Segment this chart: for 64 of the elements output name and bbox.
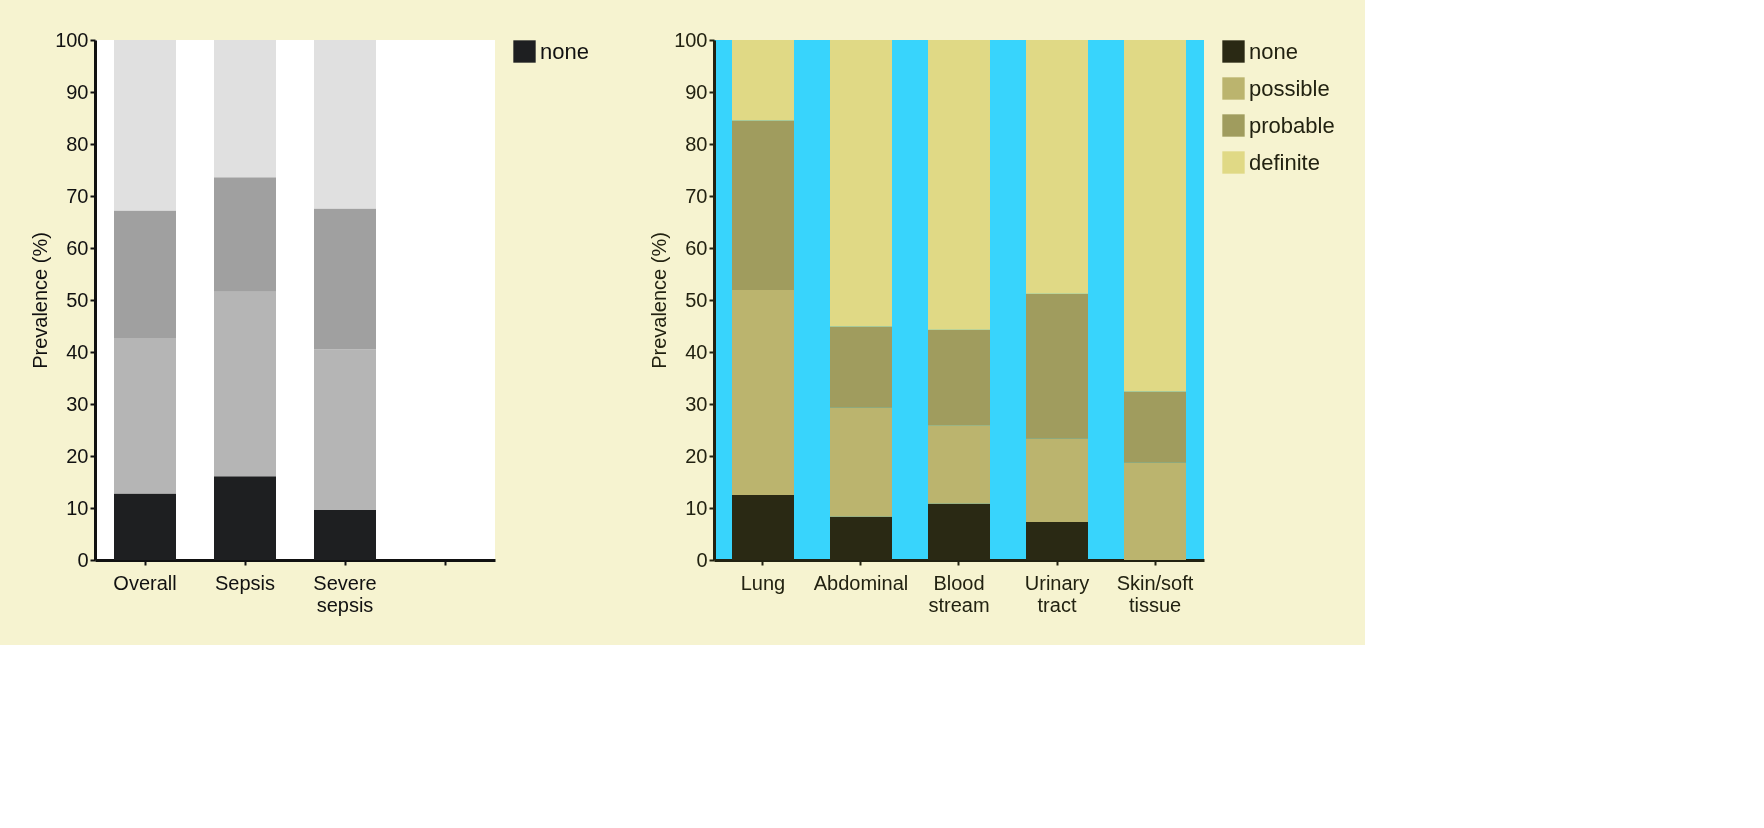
y-tick-label: 50 [685, 288, 708, 311]
bar [314, 510, 376, 560]
legend-label: possible [1249, 75, 1330, 101]
bar [1124, 391, 1186, 463]
y-tick-label: 100 [674, 28, 708, 51]
y-tick-label: 70 [66, 184, 89, 207]
y-tick-label: 50 [66, 288, 89, 311]
y-tick-label: 20 [66, 444, 89, 467]
bar [114, 493, 176, 560]
y-tick-label: 80 [66, 132, 89, 155]
y-tick-label: 30 [66, 392, 89, 415]
x-tick-label: Blood stream [928, 571, 990, 616]
y-axis-title: Prevalence (%) [648, 232, 671, 369]
bar [928, 425, 990, 504]
bar [214, 476, 276, 560]
y-tick-label: 60 [66, 236, 89, 259]
y-tick-label: 30 [685, 392, 708, 415]
bar [732, 290, 794, 495]
bar [314, 208, 376, 350]
y-tick-label: 40 [685, 340, 708, 363]
y-tick-label: 40 [66, 340, 89, 363]
y-tick-label: 0 [77, 548, 89, 571]
y-tick-label: 90 [66, 80, 89, 103]
bar [1124, 462, 1186, 560]
x-tick-label: Skin/soft tissue [1116, 571, 1194, 616]
bar [214, 40, 276, 178]
legend-label: probable [1249, 112, 1335, 138]
legend-label: none [1249, 38, 1298, 64]
y-tick-label: 60 [685, 236, 708, 259]
bar [830, 40, 892, 327]
bar [1026, 293, 1088, 439]
y-tick-label: 100 [55, 28, 89, 51]
y-tick-label: 0 [696, 548, 708, 571]
bar [1026, 438, 1088, 523]
x-tick-label: Overall [113, 571, 177, 594]
bar [314, 40, 376, 209]
x-tick-label: Sepsis [214, 571, 276, 594]
legend-label: definite [1249, 149, 1320, 175]
x-tick-label: Urinary tract [1024, 571, 1090, 616]
bar [928, 329, 990, 426]
bar [732, 40, 794, 121]
bar [830, 326, 892, 408]
bar [732, 120, 794, 291]
bar [214, 177, 276, 292]
bar [114, 40, 176, 211]
y-tick-label: 10 [685, 496, 708, 519]
bar [1124, 40, 1186, 392]
y-tick-label: 20 [685, 444, 708, 467]
y-tick-label: 90 [685, 80, 708, 103]
y-tick-label: 10 [66, 496, 89, 519]
y-tick-label: 80 [685, 132, 708, 155]
x-tick-label: Lung [740, 571, 786, 594]
bar [314, 349, 376, 511]
x-tick-label: Abdominal [813, 571, 909, 594]
y-axis-title: Prevalence (%) [29, 232, 52, 369]
y-tick-label: 70 [685, 184, 708, 207]
bar [830, 407, 892, 517]
bar [114, 337, 176, 494]
bar [114, 210, 176, 338]
bar [214, 291, 276, 477]
legend-label: none [540, 38, 589, 64]
bar [928, 40, 990, 330]
x-tick-label: Severe sepsis [313, 571, 377, 616]
bar [1026, 40, 1088, 294]
